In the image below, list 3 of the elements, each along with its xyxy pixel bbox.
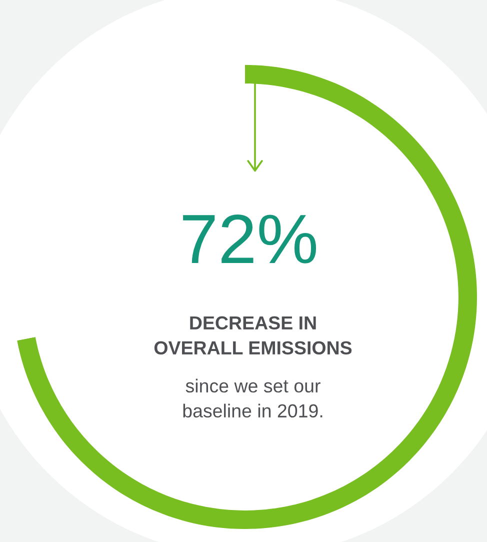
text: DECREASE IN OVERALL EMISSIONS	[154, 316, 352, 355]
text: since we set our baseline in 2019.	[183, 378, 322, 418]
data-label: 72%	[183, 214, 316, 264]
